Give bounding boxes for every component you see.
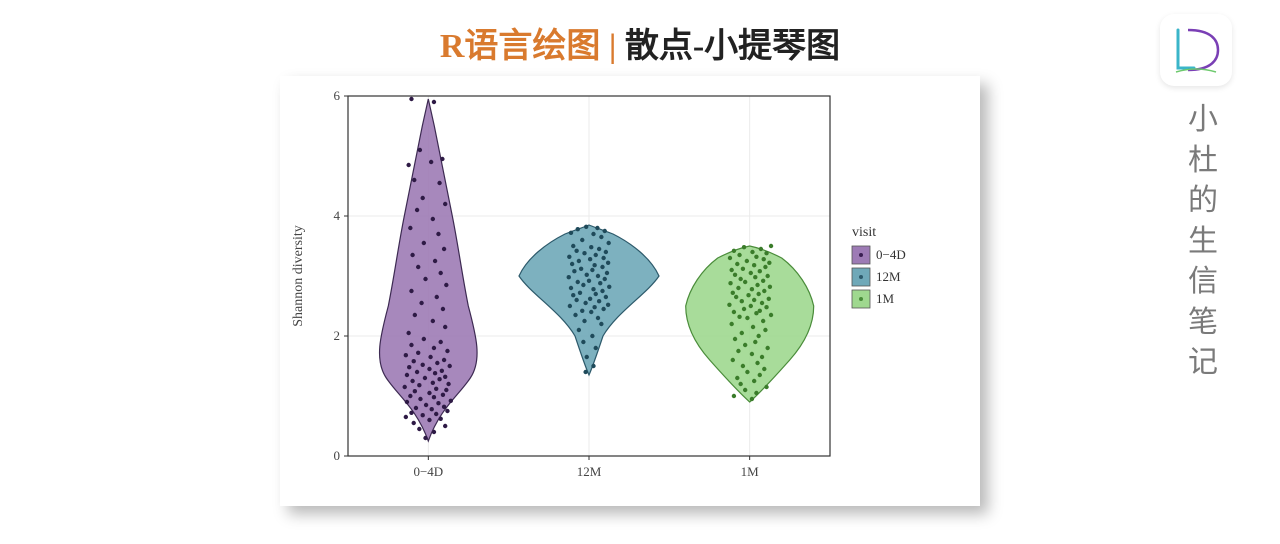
title-part-1: R语言绘图 | <box>440 28 625 65</box>
sidebar-brand-text: 小杜的生信笔记 <box>1186 100 1220 384</box>
svg-text:1M: 1M <box>876 291 895 306</box>
svg-text:12M: 12M <box>577 464 602 479</box>
svg-text:0: 0 <box>334 448 341 463</box>
svg-text:4: 4 <box>334 208 341 223</box>
brand-logo <box>1160 14 1232 86</box>
svg-text:2: 2 <box>334 328 341 343</box>
svg-text:6: 6 <box>334 88 341 103</box>
title-part-2: 散点-小提琴图 <box>625 28 840 65</box>
violin-chart: 02460−4D12M1MShannon diversityvisit0−4D1… <box>280 76 980 506</box>
svg-text:1M: 1M <box>741 464 760 479</box>
svg-text:visit: visit <box>852 225 876 240</box>
svg-text:12M: 12M <box>876 269 901 284</box>
logo-icon <box>1166 20 1226 80</box>
svg-text:Shannon diversity: Shannon diversity <box>291 225 306 327</box>
svg-text:0−4D: 0−4D <box>413 464 443 479</box>
page-title: R语言绘图 | 散点-小提琴图 <box>0 18 1280 67</box>
chart-svg: 02460−4D12M1MShannon diversityvisit0−4D1… <box>280 76 980 506</box>
svg-text:0−4D: 0−4D <box>876 247 906 262</box>
